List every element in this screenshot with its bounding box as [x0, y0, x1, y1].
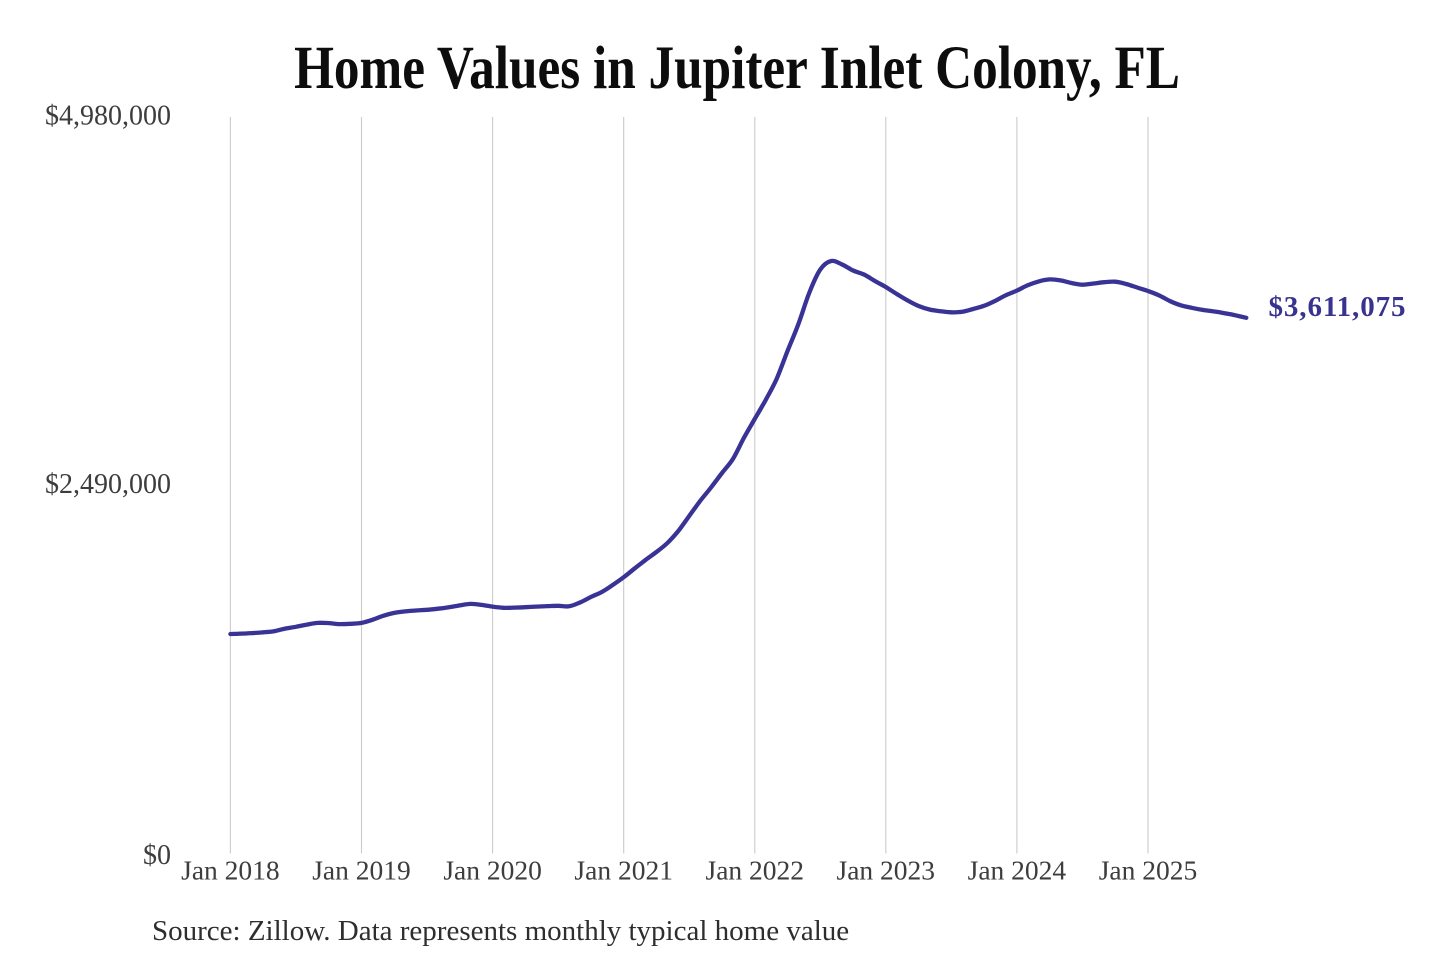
- svg-text:Jan 2025: Jan 2025: [1099, 855, 1198, 886]
- svg-text:Jan 2024: Jan 2024: [968, 855, 1067, 886]
- svg-text:$0: $0: [143, 840, 171, 871]
- svg-text:Jan 2022: Jan 2022: [706, 855, 805, 886]
- svg-text:$3,611,075: $3,611,075: [1269, 291, 1407, 323]
- svg-text:Jan 2021: Jan 2021: [574, 855, 673, 886]
- svg-text:$2,490,000: $2,490,000: [45, 469, 171, 500]
- svg-text:Jan 2023: Jan 2023: [837, 855, 936, 886]
- svg-text:Home Values in Jupiter Inlet C: Home Values in Jupiter Inlet Colony, FL: [294, 35, 1180, 102]
- svg-text:Jan 2020: Jan 2020: [443, 855, 542, 886]
- svg-text:Jan 2019: Jan 2019: [312, 855, 411, 886]
- svg-text:Jan 2018: Jan 2018: [181, 855, 280, 886]
- svg-text:Source: Zillow. Data represent: Source: Zillow. Data represents monthly …: [152, 915, 849, 947]
- svg-text:$4,980,000: $4,980,000: [45, 101, 171, 132]
